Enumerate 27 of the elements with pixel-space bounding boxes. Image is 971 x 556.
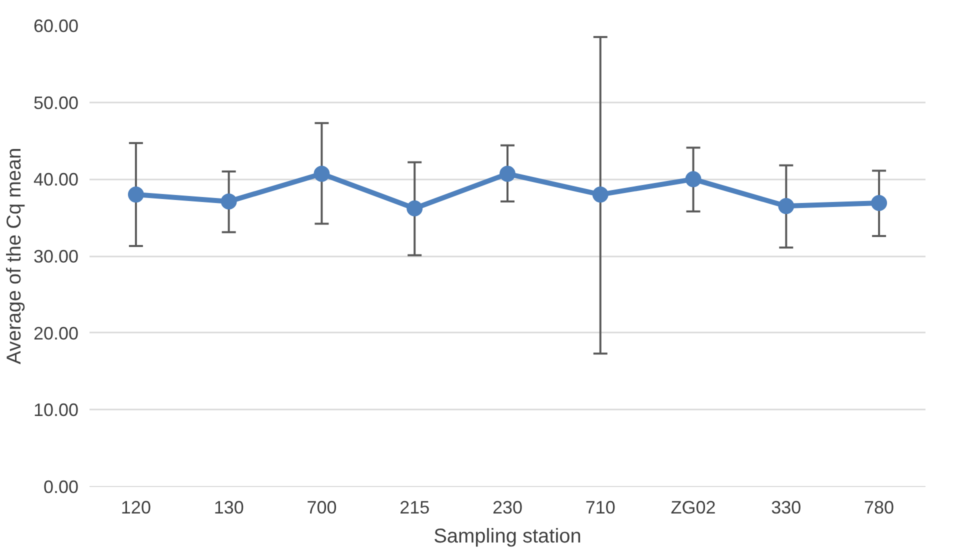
x-tick-label: 330 — [771, 498, 802, 518]
y-tick-label: 20.00 — [33, 323, 79, 344]
x-axis-title: Sampling station — [434, 526, 582, 548]
x-tick-label: ZG02 — [670, 498, 716, 518]
point — [685, 171, 702, 188]
point — [871, 195, 888, 211]
y-tick-label: 40.00 — [33, 170, 79, 190]
point — [778, 198, 794, 214]
x-tick-label: 780 — [864, 498, 894, 518]
point — [406, 200, 423, 216]
y-tick-label: 30.00 — [33, 246, 79, 266]
y-tick-label: 60.00 — [33, 16, 79, 36]
x-tick-label: 120 — [120, 498, 151, 518]
y-tick-label: 0.00 — [43, 477, 79, 497]
point — [500, 166, 516, 182]
x-tick-label: 700 — [306, 498, 337, 518]
y-tick-label: 10.00 — [33, 400, 79, 420]
point — [220, 193, 237, 210]
x-tick-label: 130 — [214, 498, 244, 518]
point — [314, 166, 330, 182]
y-axis-title: Average of the Cq mean — [3, 148, 26, 364]
point — [128, 186, 144, 203]
y-tick-label: 50.00 — [33, 92, 79, 113]
x-tick-label: 230 — [492, 498, 523, 518]
x-tick-label: 710 — [585, 498, 616, 518]
point — [592, 186, 608, 203]
x-tick-label: 215 — [400, 498, 430, 518]
